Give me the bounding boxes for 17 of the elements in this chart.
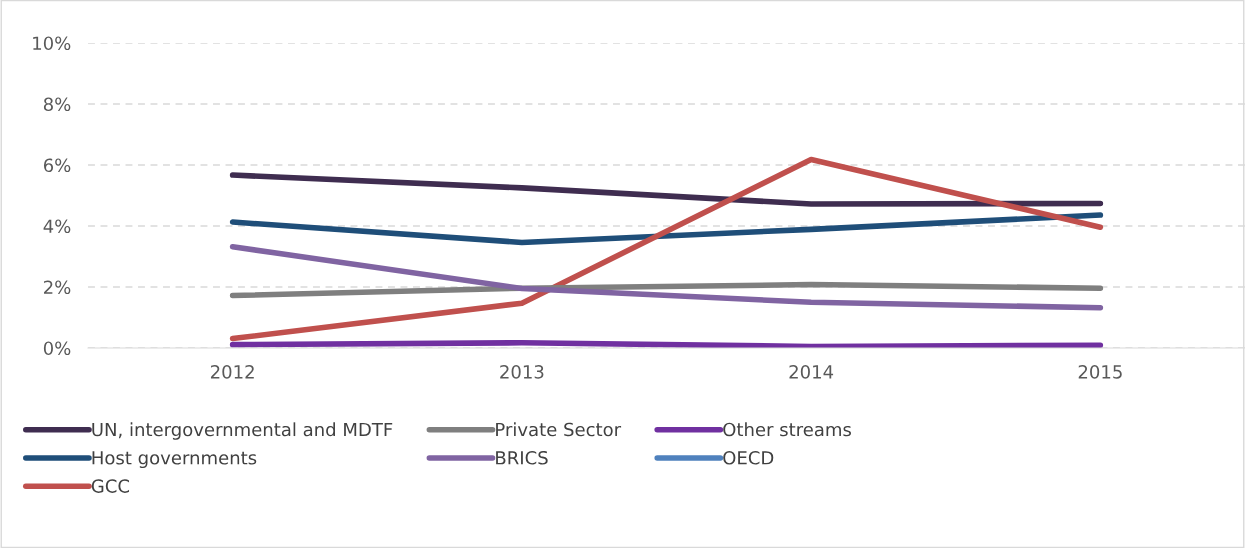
legend-label: UN, intergovernmental and MDTF [92, 422, 393, 440]
y-tick-label: 2% [44, 280, 71, 295]
y-tick-label: 4% [43, 219, 71, 234]
legend-label: Host governments [92, 451, 257, 469]
x-tick-label: 2013 [500, 364, 544, 379]
legend-label: OECD [723, 450, 774, 465]
legend-label: Other streams [723, 422, 851, 437]
legend-label: BRICS [496, 450, 548, 465]
x-tick-label: 2012 [210, 364, 254, 379]
x-tick-label: 2014 [789, 364, 834, 379]
y-tick-label: 0% [43, 341, 71, 356]
legend-label: GCC [91, 479, 130, 493]
y-tick-label: 6% [43, 158, 71, 173]
y-tick-label: 8% [43, 97, 71, 112]
x-tick-label: 2015 [1078, 364, 1122, 379]
legend-label: Private Sector [496, 422, 622, 437]
y-tick-label: 10% [33, 36, 71, 51]
